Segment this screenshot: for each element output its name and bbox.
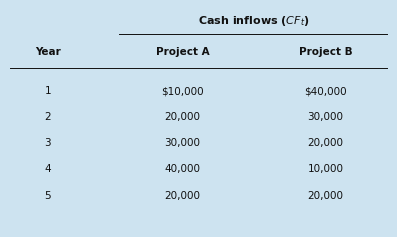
Text: 5: 5 xyxy=(44,191,51,201)
Text: 30,000: 30,000 xyxy=(165,138,200,148)
Text: $40,000: $40,000 xyxy=(304,86,347,96)
Text: 20,000: 20,000 xyxy=(308,138,343,148)
Text: $10,000: $10,000 xyxy=(161,86,204,96)
Text: 10,000: 10,000 xyxy=(308,164,343,174)
Text: 30,000: 30,000 xyxy=(308,112,343,122)
Text: Project B: Project B xyxy=(299,47,353,57)
Text: Year: Year xyxy=(35,47,60,57)
Text: 1: 1 xyxy=(44,86,51,96)
Text: 20,000: 20,000 xyxy=(165,112,200,122)
Text: Cash inflows ($\mathit{CF}_t$): Cash inflows ($\mathit{CF}_t$) xyxy=(198,14,310,28)
Text: 40,000: 40,000 xyxy=(165,164,200,174)
Text: 20,000: 20,000 xyxy=(165,191,200,201)
Text: 3: 3 xyxy=(44,138,51,148)
Text: 4: 4 xyxy=(44,164,51,174)
Text: Project A: Project A xyxy=(156,47,210,57)
Text: 20,000: 20,000 xyxy=(308,191,343,201)
Text: 2: 2 xyxy=(44,112,51,122)
